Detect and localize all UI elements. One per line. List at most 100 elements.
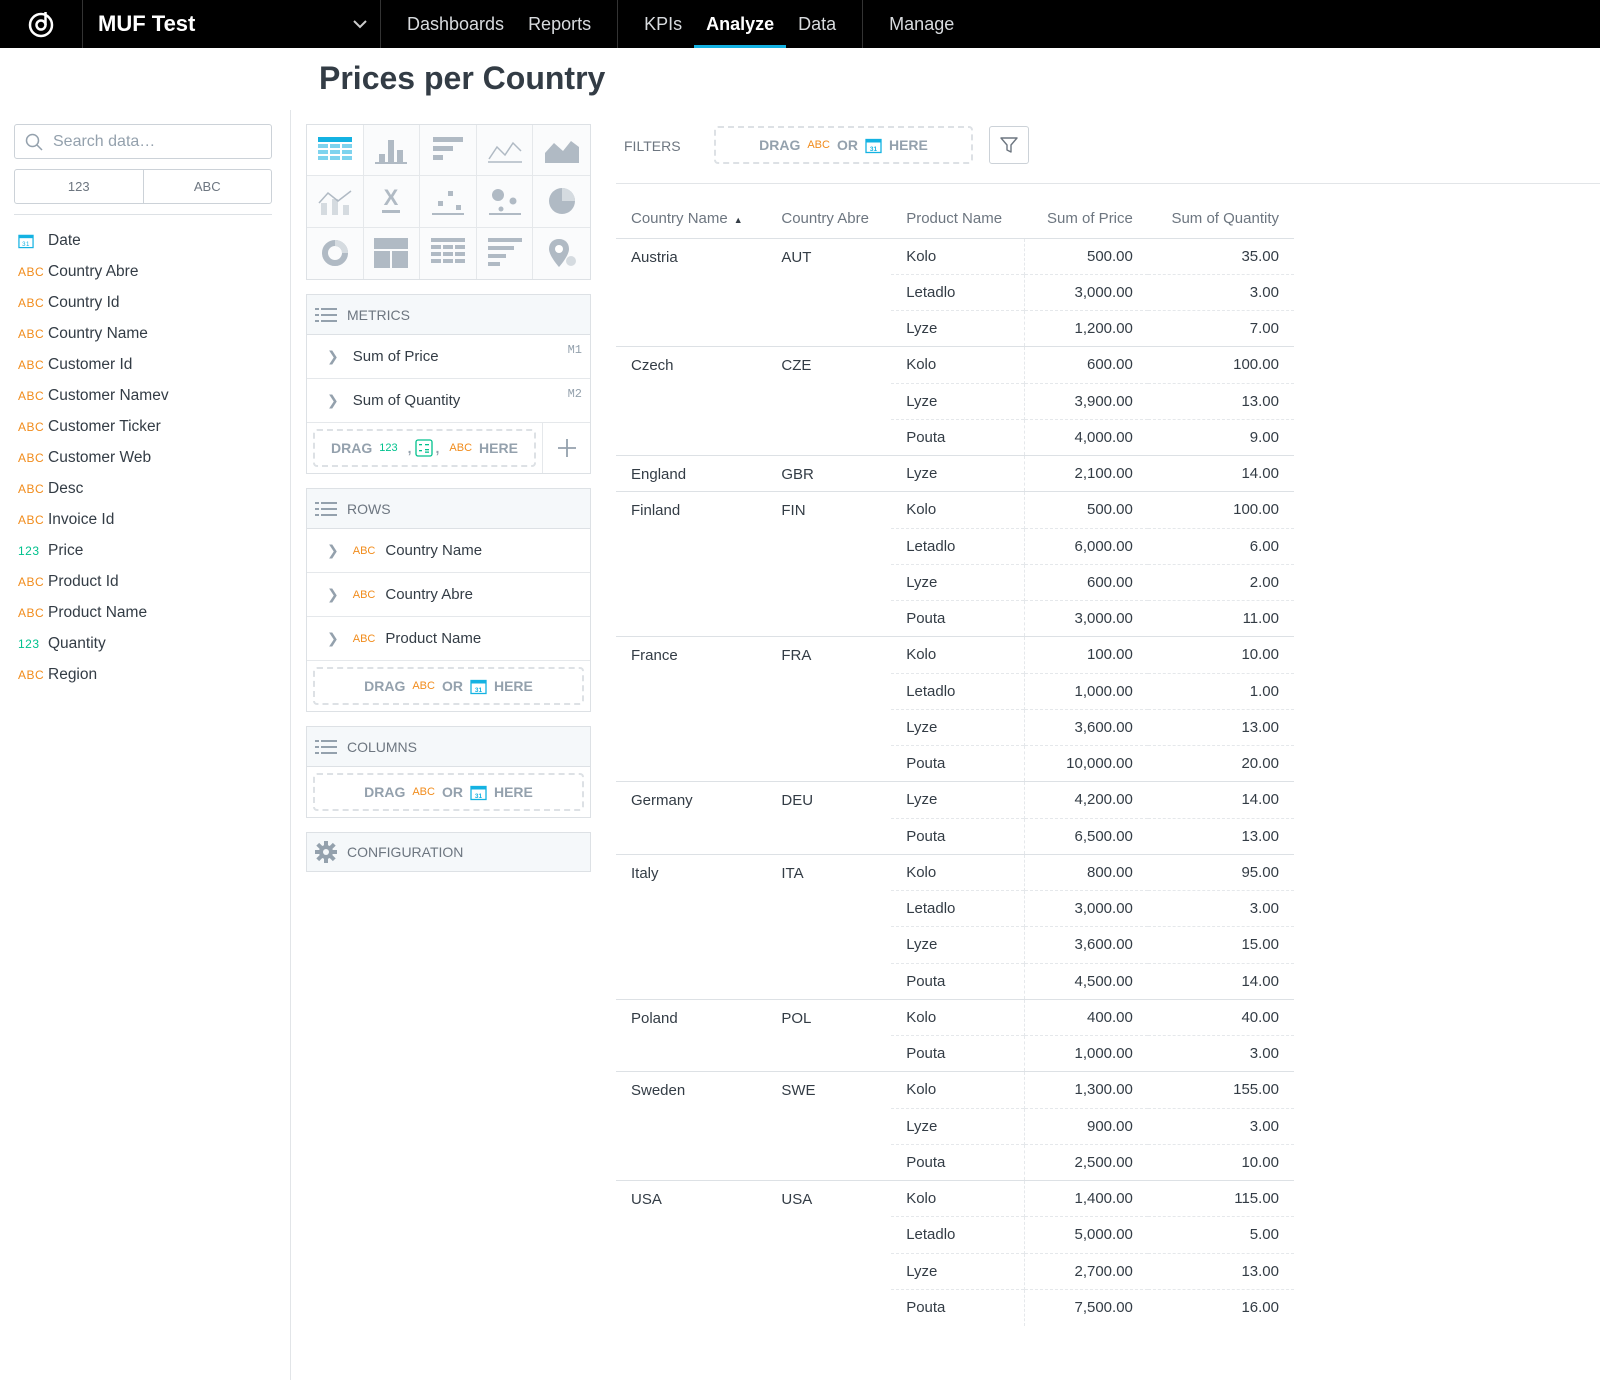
nav-data[interactable]: Data <box>798 13 837 34</box>
viz-bubble-button[interactable] <box>476 176 534 228</box>
column-header-sum-of-quantity[interactable]: Sum of Quantity <box>1147 200 1294 239</box>
text-type-label: ABC <box>352 588 376 601</box>
columns-drop-zone[interactable]: DRAG ABC OR 31 HERE <box>313 773 584 811</box>
catalog-item[interactable]: 31 Date <box>18 225 278 256</box>
chevron-right-icon[interactable]: ❯ <box>327 586 339 602</box>
catalog-item[interactable]: ABC Country Id <box>18 287 278 318</box>
calculated-metric-icon <box>414 439 433 457</box>
cell-product-name: Lyze <box>891 781 1025 818</box>
cell-country-abre: CZE <box>766 346 892 456</box>
viz-table-button[interactable] <box>307 125 364 177</box>
cell-sum-of-price: 1,000.00 <box>1024 1034 1148 1072</box>
cell-sum-of-price: 4,200.00 <box>1024 781 1148 818</box>
workspace-picker[interactable]: MUF Test <box>83 0 381 48</box>
cell-sum-of-quantity: 100.00 <box>1147 346 1294 383</box>
row-attribute-item[interactable]: ❯ ABC Product Name <box>307 617 590 661</box>
text-type-label: ABC <box>18 605 45 620</box>
nav-analyze[interactable]: Analyze <box>694 0 787 48</box>
cell-sum-of-price: 6,500.00 <box>1024 817 1148 855</box>
nav-group-manage: Manage <box>863 0 980 48</box>
column-header-sum-of-price[interactable]: Sum of Price <box>1024 200 1148 239</box>
cell-sum-of-price: 1,400.00 <box>1024 1179 1148 1217</box>
chevron-right-icon[interactable]: ❯ <box>327 392 339 408</box>
app-logo[interactable] <box>0 0 83 48</box>
numeric-type-label: 123 <box>18 636 40 651</box>
catalog-item[interactable]: ABC Customer Ticker <box>18 411 278 442</box>
metrics-drop-zone[interactable]: DRAG 123 , , ABC HERE <box>313 429 536 467</box>
cell-country-abre: USA <box>766 1180 892 1326</box>
viz-pie-button[interactable] <box>533 176 590 228</box>
column-header-country-abre[interactable]: Country Abre <box>766 200 892 239</box>
catalog-item-label: Desc <box>48 479 84 497</box>
cell-sum-of-quantity: 1.00 <box>1147 672 1294 710</box>
viz-area-button[interactable] <box>533 125 590 177</box>
column-header-product-name[interactable]: Product Name <box>891 200 1025 239</box>
row-attribute-item[interactable]: ❯ ABC Country Abre <box>307 573 590 617</box>
catalog-item[interactable]: ABC Product Id <box>18 566 278 597</box>
catalog-item[interactable]: 123 Quantity <box>18 628 278 659</box>
column-chart-icon <box>375 140 408 165</box>
viz-bar-button[interactable] <box>420 125 477 177</box>
filter-text-button[interactable]: ABC <box>142 170 272 203</box>
chevron-right-icon[interactable]: ❯ <box>327 542 339 558</box>
catalog-item[interactable]: 123 Price <box>18 535 278 566</box>
viz-donut-button[interactable] <box>307 227 364 279</box>
catalog-item[interactable]: ABC Country Abre <box>18 256 278 287</box>
cell-sum-of-quantity: 3.00 <box>1147 1107 1294 1145</box>
viz-treemap-button[interactable] <box>364 227 421 279</box>
cell-product-name: Kolo <box>891 636 1025 673</box>
page-title[interactable]: Prices per Country <box>319 60 606 96</box>
add-metric-button[interactable] <box>542 423 590 473</box>
catalog-item-label: Customer Ticker <box>48 417 161 435</box>
cell-sum-of-quantity: 14.00 <box>1147 962 1294 1000</box>
metric-item[interactable]: ❯ Sum of Quantity M2 <box>307 379 590 423</box>
viz-bullet-button[interactable] <box>477 227 534 279</box>
drop-separator: , <box>435 440 440 456</box>
catalog-item[interactable]: ABC Country Name <box>18 318 278 349</box>
cell-product-name: Pouta <box>891 1143 1025 1181</box>
column-header-country-name[interactable]: Country Name ▲ <box>616 200 767 239</box>
scatter-chart-icon <box>431 191 464 216</box>
catalog-item[interactable]: ABC Invoice Id <box>18 504 278 535</box>
catalog-item[interactable]: ABC Desc <box>18 473 278 504</box>
drop-here-text: HERE <box>888 137 928 153</box>
catalog-item[interactable]: ABC Customer Web <box>18 442 278 473</box>
nav-kpis[interactable]: KPIs <box>644 13 683 34</box>
viz-heatmap-button[interactable] <box>420 227 477 279</box>
chevron-right-icon[interactable]: ❯ <box>327 348 339 364</box>
measure-value-filter-button[interactable] <box>989 126 1029 164</box>
nav-manage[interactable]: Manage <box>889 13 955 34</box>
cell-country-abre: ITA <box>766 853 892 1000</box>
cell-sum-of-quantity: 10.00 <box>1147 1143 1294 1181</box>
bubble-chart-icon <box>488 189 521 216</box>
nav-reports[interactable]: Reports <box>528 13 592 34</box>
cell-country-name: Austria <box>616 237 767 347</box>
svg-text:31: 31 <box>475 687 483 694</box>
viz-line-button[interactable] <box>476 125 534 177</box>
filter-drop-zone[interactable]: DRAG ABC OR 31 HERE <box>714 126 973 164</box>
table-row: Letadlo 1,000.00 1.00 <box>616 672 1294 710</box>
search-input[interactable] <box>53 132 253 151</box>
cell-sum-of-quantity: 6.00 <box>1147 527 1294 565</box>
metric-item[interactable]: ❯ Sum of Price M1 <box>307 335 590 379</box>
catalog-item[interactable]: ABC Customer Namev <box>18 380 278 411</box>
combo-chart-icon <box>318 190 352 216</box>
viz-combo-button[interactable] <box>307 176 364 228</box>
chevron-right-icon[interactable]: ❯ <box>327 630 339 646</box>
cell-product-name: Pouta <box>891 1034 1025 1072</box>
viz-column-button[interactable] <box>363 125 421 177</box>
cell-product-name: Pouta <box>891 744 1025 782</box>
configuration-toggle[interactable]: CONFIGURATION <box>306 832 591 872</box>
catalog-item[interactable]: ABC Region <box>18 659 278 690</box>
catalog-item-label: Customer Namev <box>48 386 169 404</box>
viz-scatter-button[interactable] <box>420 176 477 228</box>
catalog-item[interactable]: ABC Product Name <box>18 597 278 628</box>
nav-dashboards[interactable]: Dashboards <box>407 13 505 34</box>
text-type-label: ABC <box>18 419 45 434</box>
viz-geo-button[interactable] <box>533 228 590 279</box>
row-attribute-item[interactable]: ❯ ABC Country Name <box>307 529 590 573</box>
filter-numeric-button[interactable]: 123 <box>67 179 90 194</box>
rows-drop-zone[interactable]: DRAG ABC OR 31 HERE <box>313 667 584 705</box>
viz-headline-button[interactable]: X <box>363 176 421 228</box>
catalog-item[interactable]: ABC Customer Id <box>18 349 278 380</box>
